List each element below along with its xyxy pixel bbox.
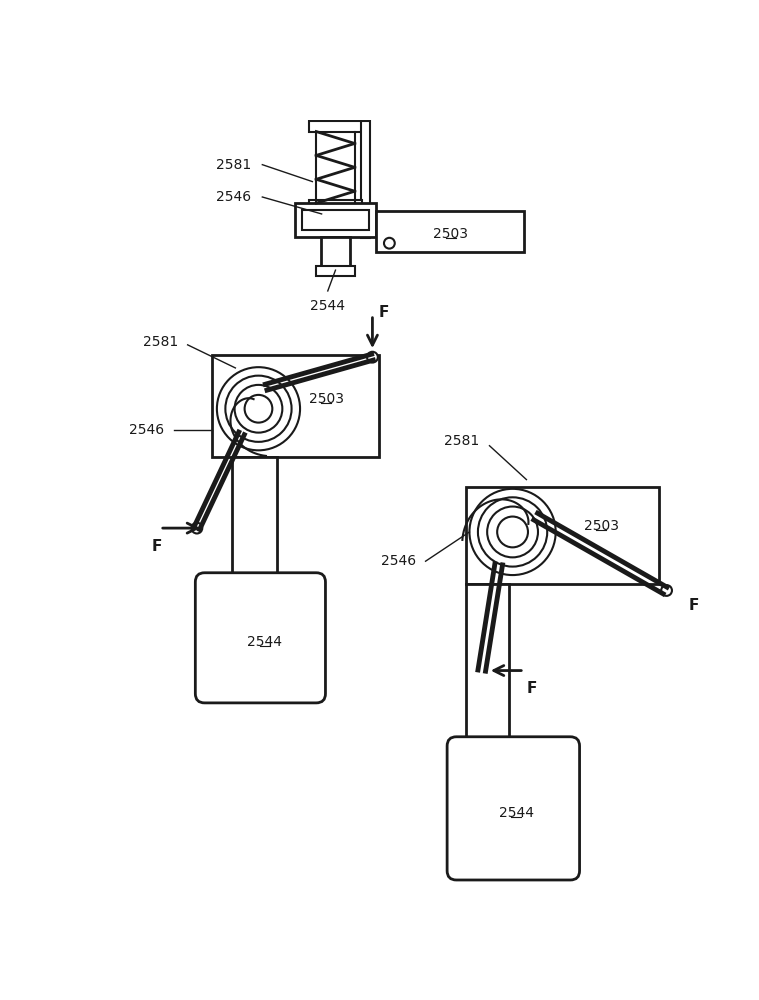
- Circle shape: [384, 238, 395, 249]
- Text: 2503: 2503: [309, 392, 344, 406]
- Text: 2503: 2503: [433, 227, 468, 241]
- Bar: [310, 200, 361, 209]
- Bar: [310, 121, 361, 132]
- Text: F: F: [688, 598, 698, 613]
- Bar: [321, 237, 350, 268]
- Text: 2581: 2581: [444, 434, 480, 448]
- Text: 2546: 2546: [129, 423, 165, 437]
- Bar: [295, 203, 376, 237]
- Circle shape: [191, 523, 202, 533]
- Bar: [232, 457, 277, 582]
- Text: 2581: 2581: [143, 335, 178, 349]
- Bar: [213, 355, 379, 457]
- Text: F: F: [527, 681, 537, 696]
- Text: F: F: [379, 305, 389, 320]
- Text: 2544: 2544: [310, 299, 345, 313]
- Circle shape: [367, 352, 378, 363]
- Bar: [466, 487, 659, 584]
- Text: 2544: 2544: [499, 806, 534, 820]
- Bar: [361, 121, 370, 238]
- Bar: [302, 210, 369, 230]
- FancyBboxPatch shape: [447, 737, 580, 880]
- Circle shape: [661, 585, 672, 596]
- Text: 2581: 2581: [216, 158, 250, 172]
- FancyBboxPatch shape: [195, 573, 326, 703]
- Text: F: F: [152, 539, 162, 554]
- Bar: [466, 584, 509, 748]
- Text: 2503: 2503: [584, 519, 619, 533]
- Text: 2546: 2546: [381, 554, 417, 568]
- Bar: [376, 211, 524, 252]
- Circle shape: [477, 665, 487, 676]
- Text: 2546: 2546: [216, 190, 250, 204]
- Text: 2544: 2544: [247, 635, 282, 649]
- Bar: [317, 266, 354, 276]
